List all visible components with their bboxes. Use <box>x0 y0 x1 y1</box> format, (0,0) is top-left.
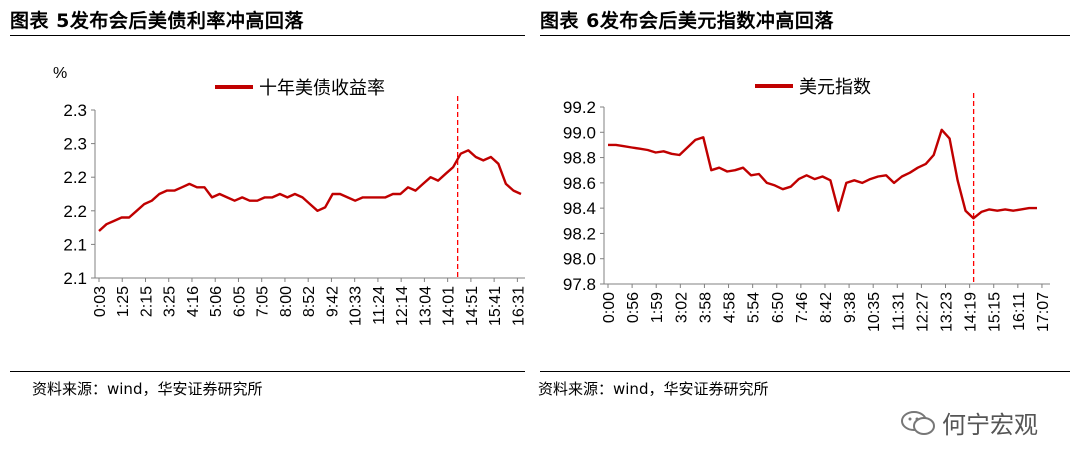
x-tick-label: 1:59 <box>649 292 666 323</box>
x-tick-label: 9:42 <box>324 286 341 317</box>
x-tick-label: 16:31 <box>510 286 527 326</box>
x-tick-label: 14:51 <box>464 286 481 326</box>
dollar-index-chart: 99.2 99.0 98.8 98.6 98.4 98.2 98.0 97.8 0:00 0:56… <box>563 77 1052 332</box>
y-tick-label: 97.8 <box>563 275 596 294</box>
x-tick-label: 3:02 <box>673 292 690 323</box>
x-tick-label: 5:06 <box>208 286 225 317</box>
x-tick-label: 0:00 <box>601 292 618 323</box>
y-tick-label: 99.2 <box>563 98 596 117</box>
x-tick-label: 10:35 <box>866 292 883 332</box>
x-tick-label: 7:46 <box>794 292 811 323</box>
watermark-text: 何宁宏观 <box>942 411 1038 439</box>
x-tick-label: 5:54 <box>746 292 763 323</box>
legend-label: 十年美债收益率 <box>259 78 385 99</box>
y-tick-label: 99.0 <box>563 123 596 142</box>
y-tick-label: 2.1 <box>63 269 87 288</box>
x-tick-label: 0:56 <box>625 292 642 323</box>
x-tick-label: 14:19 <box>963 292 980 332</box>
x-tick-label: 15:15 <box>987 292 1004 332</box>
left-source-note: 资料来源：wind，华安证券研究所 <box>32 380 263 398</box>
legend-label: 美元指数 <box>799 77 871 98</box>
y-tick-label: 2.1 <box>63 235 87 254</box>
x-tick-label: 12:14 <box>394 286 411 326</box>
wechat-icon <box>901 410 935 435</box>
x-tick-label: 8:00 <box>278 286 295 317</box>
x-tick-label: 3:25 <box>162 286 179 317</box>
series-line <box>98 149 522 232</box>
x-tick-label: 16:11 <box>1011 292 1028 331</box>
x-tick-label: 3:58 <box>697 292 714 323</box>
x-tick-label: 4:58 <box>722 292 739 323</box>
x-tick-label: 1:25 <box>115 286 132 317</box>
x-tick-label: 12:27 <box>914 292 931 332</box>
left-title-rule <box>10 35 525 36</box>
y-tick-label: 98.4 <box>563 199 596 218</box>
x-tick-label: 0:03 <box>92 286 109 317</box>
x-tick-label: 14:01 <box>441 286 458 326</box>
y-tick-label: 98.6 <box>563 174 596 193</box>
right-title-rule <box>540 35 1070 36</box>
x-tick-label: 11:24 <box>371 286 388 325</box>
y-tick-label: 2.2 <box>63 202 87 221</box>
y-tick-label: 2.3 <box>63 135 87 154</box>
right-source-rule <box>540 371 1070 372</box>
y-tick-label: 98.8 <box>563 149 596 168</box>
x-tick-label: 6:05 <box>231 286 248 317</box>
y-tick-label: 2.2 <box>63 168 87 187</box>
x-tick-label: 13:23 <box>939 292 956 332</box>
x-tick-label: 15:41 <box>487 286 504 326</box>
x-tick-label: 6:50 <box>770 292 787 323</box>
x-tick-label: 11:31 <box>890 292 907 331</box>
left-source-rule <box>10 371 525 372</box>
x-tick-label: 10:33 <box>348 286 365 326</box>
y-tick-label: 98.2 <box>563 224 596 243</box>
x-tick-label: 13:04 <box>417 286 434 326</box>
y-unit-label: % <box>53 65 67 82</box>
x-tick-label: 8:52 <box>301 286 318 317</box>
series-line <box>608 128 1037 220</box>
right-source-note: 资料来源：wind，华安证券研究所 <box>538 380 769 398</box>
watermark: 何宁宏观 <box>900 405 1038 440</box>
x-tick-label: 2:15 <box>138 286 155 317</box>
x-tick-label: 17:07 <box>1035 292 1052 332</box>
y-tick-label: 2.3 <box>63 101 87 120</box>
x-tick-label: 7:05 <box>255 286 272 317</box>
bond-yield-chart: % 2.3 2.3 2.2 2.2 2.1 2.1 0:03 1:25 2:15 3:25 4:16 5… <box>53 65 527 326</box>
left-chart-title: 图表 5发布会后美债利率冲高回落 <box>10 10 304 32</box>
x-tick-label: 4:16 <box>185 286 202 317</box>
x-tick-label: 8:42 <box>818 292 835 323</box>
y-tick-label: 98.0 <box>563 250 596 269</box>
x-tick-label: 9:38 <box>842 292 859 323</box>
right-chart-title: 图表 6发布会后美元指数冲高回落 <box>540 10 834 32</box>
